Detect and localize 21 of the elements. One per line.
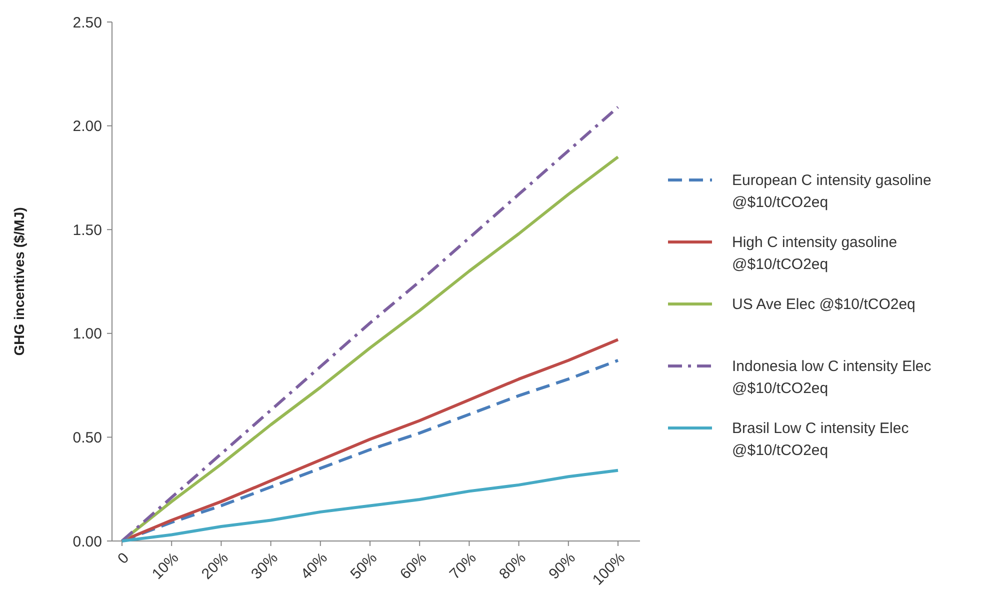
x-tick-label: 50%: [347, 550, 381, 583]
y-tick-label: 1.50: [72, 222, 102, 239]
legend-label: Brasil Low C intensity Elec @$10/tCO2eq: [732, 420, 910, 459]
line-series: [120, 468, 620, 542]
y-tick-label: 0.50: [72, 429, 102, 446]
y-tick-label: 0.00: [72, 533, 102, 550]
y-tick-label: 2.00: [72, 118, 102, 136]
legend-label: US Ave Elec @$10/tCO2eq: [732, 296, 916, 313]
x-tick-label: 70%: [446, 550, 480, 583]
legend-label: Indonesia low C intensity Elec @$10/tCO2eq: [732, 358, 932, 397]
y-axis-title: GHG incentives ($/MJ): [11, 207, 27, 356]
x-tick-label: 40%: [298, 550, 331, 583]
legend-label: European C intensity gasoline @$10/tCO2eq: [732, 172, 932, 211]
x-tick-label: 30%: [248, 550, 282, 583]
x-tick-label: 60%: [396, 550, 430, 583]
x-tick-label: 80%: [496, 550, 530, 583]
x-tick-label: 90%: [546, 550, 579, 583]
y-tick-label: 1.00: [72, 326, 102, 343]
y-tick-label: 2.50: [72, 14, 102, 32]
x-tick-label: 0: [114, 550, 133, 568]
legend-label: High C intensity gasoline @$10/tCO2eq: [732, 234, 898, 273]
